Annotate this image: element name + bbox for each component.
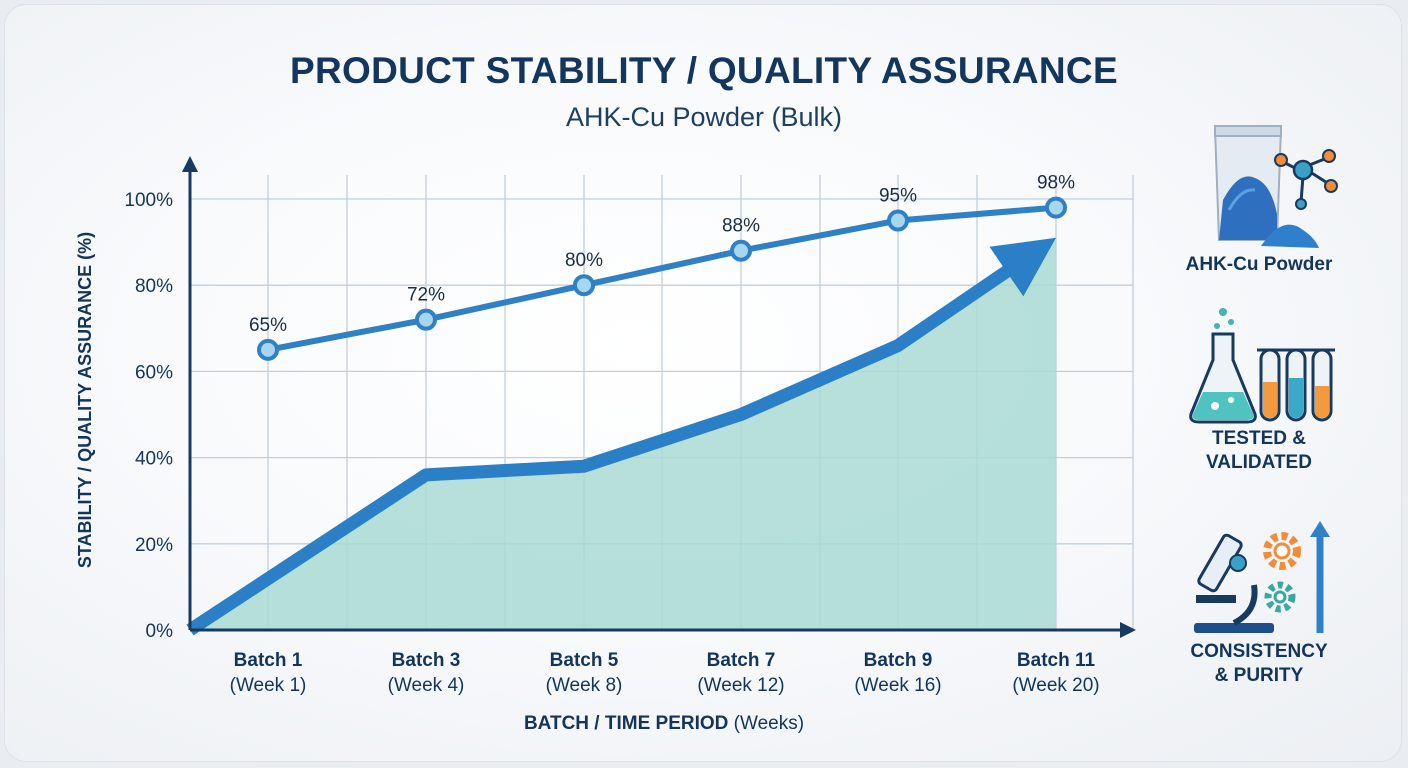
card-background <box>4 4 1402 762</box>
label-layer: 0% 20% 40% 60% 80% 100% 65% 72% 80% 88% 95% 98% Batc… <box>124 173 1099 696</box>
data-label: 98% <box>1037 173 1075 194</box>
x-axis-title-bold: BATCH / TIME PERIOD <box>524 713 728 734</box>
trend-arrow-line <box>186 254 1027 636</box>
side-label-tested: TESTED & VALIDATED <box>1206 428 1312 473</box>
y-tick-label: 100% <box>124 190 173 211</box>
x-tick-sublabel: (Week 4) <box>388 675 465 696</box>
y-tick-label: 60% <box>135 362 173 383</box>
y-tick-label: 80% <box>135 276 173 297</box>
x-tick-sublabel: (Week 1) <box>230 675 307 696</box>
flask-test-tubes-icon <box>1189 308 1335 424</box>
y-axis-title: STABILITY / QUALITY ASSURANCE (%) <box>75 232 95 568</box>
x-tick-label: Batch 5 <box>550 650 619 671</box>
x-tick-label: Batch 3 <box>392 650 461 671</box>
x-tick-sublabel: (Week 12) <box>697 675 784 696</box>
axis-layer <box>182 156 1136 638</box>
data-point <box>730 239 752 262</box>
side-item-powder: AHK-Cu Powder <box>1164 118 1354 277</box>
x-tick-sublabel: (Week 16) <box>854 675 941 696</box>
side-item-consistency: CONSISTENCY & PURITY <box>1164 515 1354 688</box>
x-tick-label: Batch 9 <box>864 650 933 671</box>
data-point <box>1045 196 1067 219</box>
data-label: 72% <box>407 285 445 306</box>
side-item-tested: TESTED & VALIDATED <box>1164 302 1354 475</box>
data-point <box>257 338 279 361</box>
x-tick-label: Batch 1 <box>234 650 303 671</box>
x-tick-sublabel: (Week 20) <box>1012 675 1099 696</box>
chart-title: PRODUCT STABILITY / QUALITY ASSURANCE <box>290 50 1118 91</box>
x-axis-arrow <box>1120 622 1136 638</box>
data-label: 65% <box>249 315 287 336</box>
data-point <box>887 209 909 232</box>
data-label: 95% <box>879 186 917 207</box>
powder-bag-icon <box>1213 125 1338 248</box>
y-axis-arrow <box>182 156 198 172</box>
side-label-consistency: CONSISTENCY & PURITY <box>1190 641 1328 686</box>
microscope-gears-icon <box>1194 521 1330 633</box>
data-label: 80% <box>565 250 603 271</box>
y-tick-label: 0% <box>146 621 174 642</box>
line-layer <box>257 196 1067 361</box>
x-tick-sublabel: (Week 8) <box>546 675 623 696</box>
y-tick-label: 40% <box>135 449 173 470</box>
side-label-powder: AHK-Cu Powder <box>1185 254 1333 275</box>
trend-arrow-head <box>989 237 1056 297</box>
x-axis-title-rest: (Weeks) <box>728 713 804 734</box>
area-fill <box>190 237 1056 631</box>
chart-subtitle: AHK-Cu Powder (Bulk) <box>565 102 843 132</box>
x-axis-title: BATCH / TIME PERIOD (Weeks) <box>524 713 804 734</box>
series-line <box>267 204 1057 353</box>
y-tick-label: 20% <box>135 535 173 556</box>
x-tick-label: Batch 11 <box>1017 650 1096 671</box>
x-tick-label: Batch 7 <box>707 650 776 671</box>
data-label: 88% <box>722 216 760 237</box>
area-layer <box>186 237 1056 636</box>
data-point <box>573 274 595 297</box>
data-point <box>415 308 437 331</box>
